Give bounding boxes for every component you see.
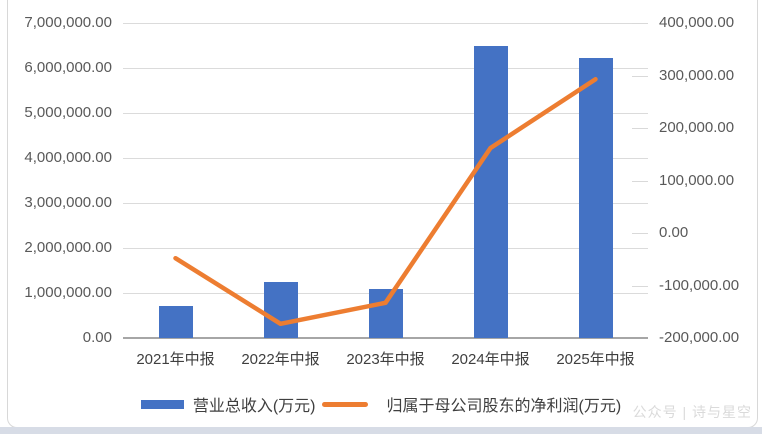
right-axis-tickmark: [632, 75, 648, 77]
left-axis-tick: 3,000,000.00: [24, 194, 112, 211]
right-axis-tick: 400,000.00: [659, 14, 735, 31]
right-axis-tickmark: [632, 233, 648, 234]
legend-line-label: 归属于母公司股东的净利润(万元): [386, 398, 622, 415]
left-axis-tick: 7,000,000.00: [24, 14, 112, 31]
left-axis-tick: 1,000,000.00: [24, 284, 112, 301]
left-axis-tick: 6,000,000.00: [24, 59, 112, 76]
bar-2023年中报: [368, 289, 403, 338]
chart-frame: [7, 0, 758, 428]
left-axis-tick: 2,000,000.00: [24, 239, 112, 256]
x-axis-category: 2023年中报: [346, 351, 425, 368]
right-axis-tick: -100,000.00: [659, 276, 740, 294]
left-axis-tick: 4,000,000.00: [24, 149, 112, 166]
right-axis-tickmark: [632, 128, 648, 129]
bottom-strip: [0, 427, 762, 434]
right-axis-tickmark: [632, 285, 648, 287]
x-axis-category: 2024年中报: [451, 351, 530, 368]
x-axis-category: 2025年中报: [556, 351, 635, 368]
right-axis-tick: 0.00: [659, 224, 689, 241]
x-axis-line: [123, 337, 648, 339]
gridline: [123, 203, 648, 204]
gridline: [123, 158, 648, 159]
x-axis-category: 2022年中报: [241, 351, 320, 368]
legend-bar-label: 营业总收入(万元): [192, 398, 316, 415]
left-axis-tick: 5,000,000.00: [24, 104, 112, 121]
legend-bar-swatch: [140, 399, 184, 409]
gridline: [123, 68, 648, 69]
plot-area: [123, 23, 648, 339]
gridline: [123, 113, 648, 114]
bar-2021年中报: [158, 305, 193, 338]
left-axis-tick: 0.00: [82, 329, 112, 346]
legend: 营业总收入(万元) 归属于母公司股东的净利润(万元): [0, 392, 762, 416]
right-axis-tickmark: [632, 23, 648, 24]
bar-2022年中报: [263, 281, 298, 338]
gridline: [123, 23, 648, 24]
legend-line-swatch: [321, 401, 368, 407]
right-axis-tick: 100,000.00: [659, 171, 735, 189]
right-axis-tick: 300,000.00: [659, 66, 735, 84]
x-axis-labels: 2021年中报 2022年中报 2023年中报 2024年中报 2025年中报: [123, 348, 648, 369]
line-series: [173, 76, 598, 327]
bar-2024年中报: [473, 45, 508, 338]
right-axis-tick: 200,000.00: [659, 119, 735, 136]
watermark: 公众号 | 诗与星空: [632, 404, 752, 420]
gridline: [123, 248, 648, 249]
x-axis-category: 2021年中报: [136, 351, 215, 368]
right-axis-tick: -200,000.00: [659, 329, 740, 346]
bar-2025年中报: [578, 58, 613, 338]
right-axis-tickmark: [632, 180, 648, 182]
